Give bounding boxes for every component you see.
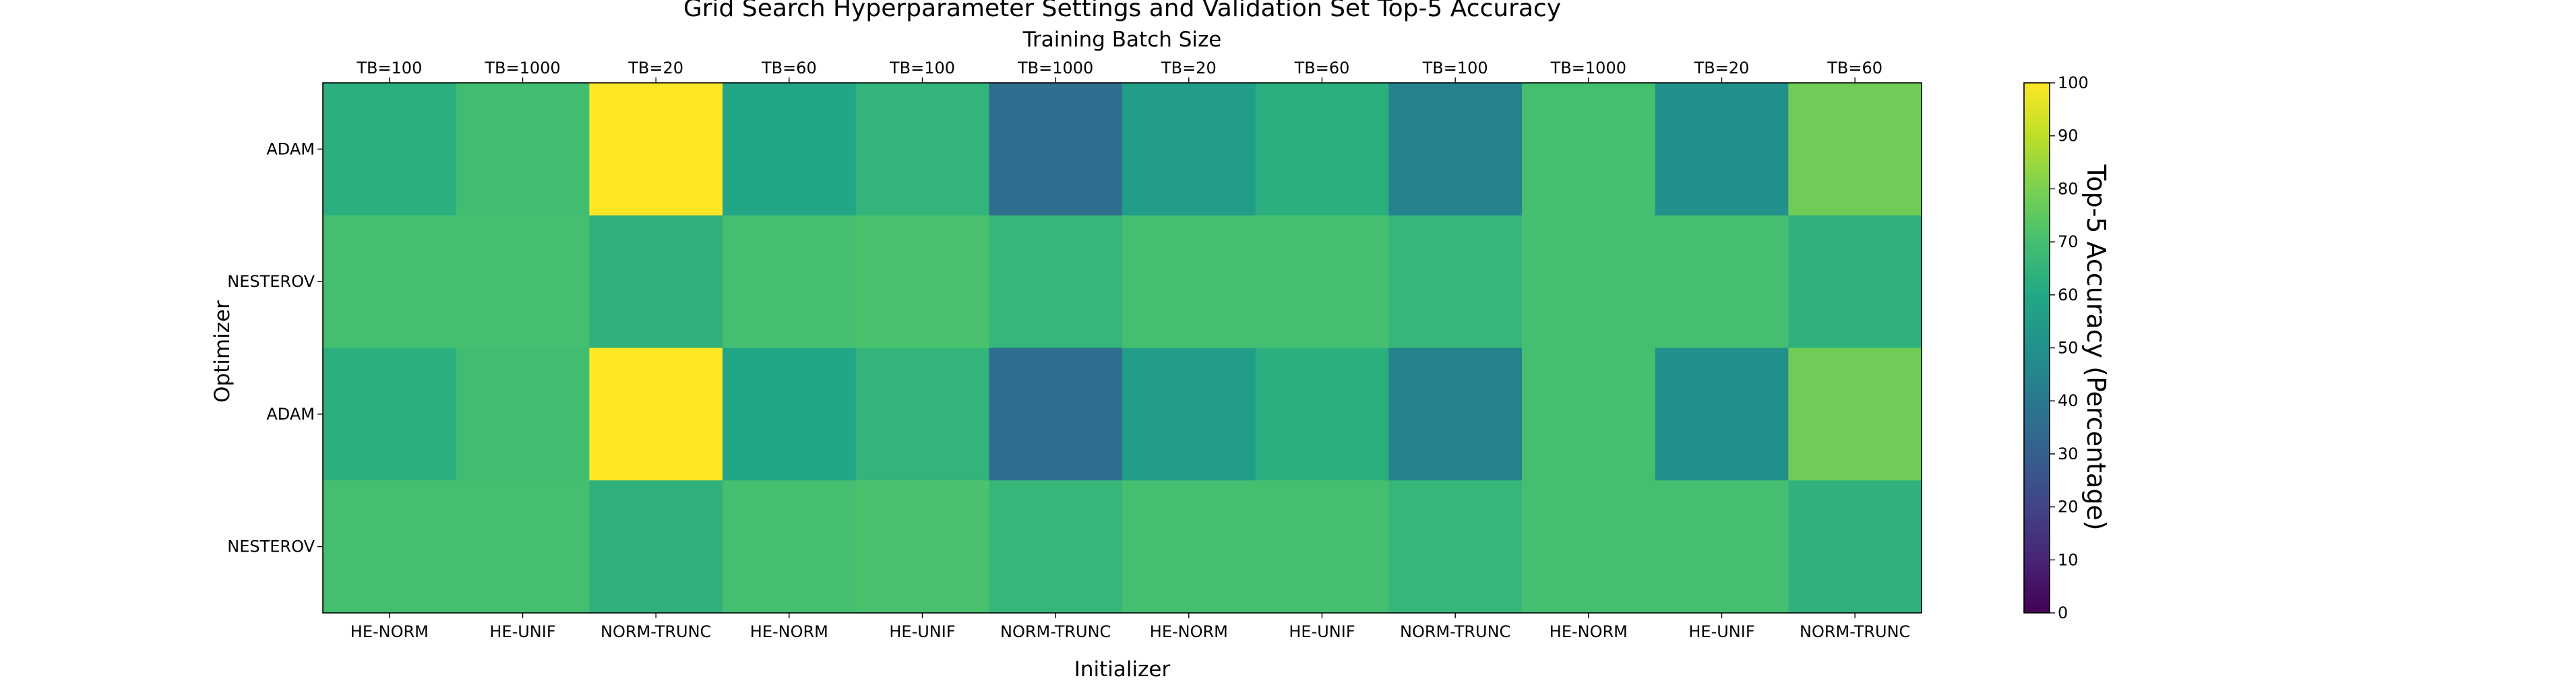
bottom-tick-label: HE-NORM [350,622,429,641]
heatmap-cell [589,480,723,614]
heatmap-cell [1122,215,1256,349]
bottom-tick-label: HE-UNIF [1289,622,1355,641]
heatmap-cell [1788,83,1922,216]
top-tick-label: TB=1000 [1017,59,1093,77]
bottom-tick-label: HE-NORM [750,622,828,641]
top-tick-label: TB=100 [889,59,955,77]
heatmap-cell [1388,480,1523,614]
heatmap-cell [723,480,857,614]
heatmap-cell [989,83,1123,216]
heatmap-cell [723,348,857,481]
heatmap-cell [1788,215,1922,349]
y-axis-label: Optimizer [210,300,235,403]
colorbar-tick-label: 80 [2058,179,2079,198]
top-tick-label: TB=20 [627,59,683,77]
heatmap-cell [323,83,457,216]
heatmap-cell [1522,215,1656,349]
heatmap-cell [1255,215,1389,349]
colorbar-tick-label: 0 [2058,603,2068,622]
heatmap-cell [989,348,1123,481]
bottom-tick-label: NORM-TRUNC [1800,622,1910,641]
heatmap-cell [323,348,457,481]
chart-title: Grid Search Hyperparameter Settings and … [683,0,1561,22]
heatmap-cell [323,215,457,349]
top-tick-label: TB=20 [1161,59,1217,77]
colorbar-label: Top-5 Accuracy (Percentage) [2081,164,2111,530]
heatmap-cell [855,83,989,216]
bottom-tick-label: NORM-TRUNC [1000,622,1111,641]
heatmap-cell [1122,348,1256,481]
heatmap-cell [456,215,590,349]
heatmap-cell [1255,83,1389,216]
axis-ticks: TB=100 HE-NORM TB=1000 HE-UNIF TB=20 NORM-TRU… [227,59,1910,641]
heatmap-cell [1388,348,1523,481]
y-tick-label: NESTEROV [227,272,315,291]
bottom-tick-label: HE-NORM [1550,622,1628,641]
colorbar-gradient [2023,82,2050,614]
heatmap-cells [323,83,1922,614]
top-tick-label: TB=100 [1422,59,1488,77]
heatmap-cell [989,215,1123,349]
y-tick-label: ADAM [266,139,315,158]
heatmap-cell [456,480,590,614]
heatmap-cell [456,348,590,481]
heatmap-cell [1122,480,1256,614]
colorbar-tick-label: 50 [2058,339,2079,358]
heatmap-cell [855,215,989,349]
heatmap-cell [855,480,989,614]
heatmap-cell [323,480,457,614]
heatmap-cell [1788,348,1922,481]
heatmap-cell [1122,83,1256,216]
heatmap-cell [589,215,723,349]
top-tick-label: TB=100 [356,59,422,77]
bottom-tick-label: HE-UNIF [889,622,955,641]
colorbar: 0 10 20 30 40 50 60 70 80 90 100 [2023,73,2089,622]
heatmap-cell [1522,348,1656,481]
bottom-tick-label: HE-NORM [1150,622,1228,641]
bottom-tick-label: HE-UNIF [489,622,555,641]
top-tick-label: TB=60 [1294,59,1350,77]
heatmap-cell [1522,83,1656,216]
x-axis-label: Initializer [1074,657,1171,682]
bottom-tick-label: NORM-TRUNC [1400,622,1510,641]
colorbar-tick-label: 90 [2058,127,2079,145]
colorbar-tick-label: 30 [2058,445,2079,463]
plot-frame [322,82,1922,614]
colorbar-tick-label: 10 [2058,550,2079,569]
heatmap-cell [1655,480,1789,614]
bottom-tick-label: HE-UNIF [1688,622,1754,641]
heatmap-cell [723,215,857,349]
heatmap-cell [1655,83,1789,216]
top-tick-label: TB=1000 [1550,59,1626,77]
colorbar-tick-label: 40 [2058,391,2079,410]
top-axis-label: Training Batch Size [1022,28,1222,52]
heatmap-cell [723,83,857,216]
colorbar-tick-label: 60 [2058,286,2079,304]
heatmap-cell [1388,215,1523,349]
heatmap-cell [589,348,723,481]
top-tick-label: TB=60 [1827,59,1882,77]
heatmap-cell [989,480,1123,614]
heatmap-cell [1255,480,1389,614]
top-tick-label: TB=1000 [484,59,560,77]
heatmap-cell [1788,480,1922,614]
heatmap-cell [589,83,723,216]
heatmap-cell [1522,480,1656,614]
y-tick-label: ADAM [266,405,315,424]
bottom-tick-label: NORM-TRUNC [601,622,711,641]
top-tick-label: TB=60 [761,59,817,77]
heatmap-cell [1655,348,1789,481]
heatmap-cell [1655,215,1789,349]
heatmap-cell [1255,348,1389,481]
heatmap-cell [456,83,590,216]
heatmap-cell [855,348,989,481]
heatmap-cell [1388,83,1523,216]
top-tick-label: TB=20 [1694,59,1750,77]
colorbar-tick-label: 100 [2058,73,2089,92]
colorbar-tick-label: 70 [2058,232,2079,251]
colorbar-tick-label: 20 [2058,498,2079,517]
y-tick-label: NESTEROV [227,537,315,556]
